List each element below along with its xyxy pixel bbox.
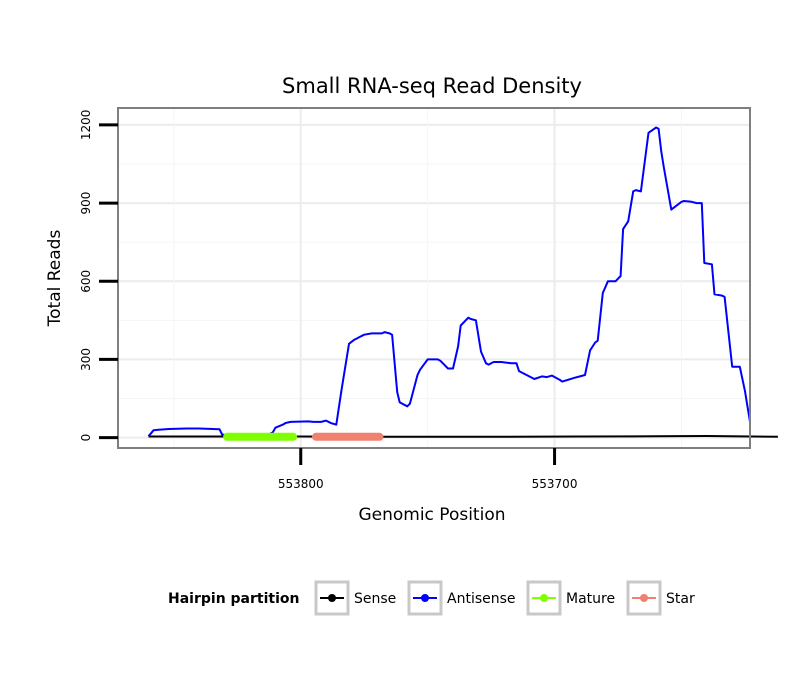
y-tick-label: 300 (79, 348, 93, 371)
legend-key-dot (421, 594, 429, 602)
y-tick-label: 0 (79, 434, 93, 442)
x-axis-label: Genomic Position (358, 505, 505, 525)
series-layer (147, 126, 778, 441)
y-tick-label: 600 (79, 270, 93, 293)
legend-label: Antisense (447, 591, 516, 607)
legend: Hairpin partition Sense Antisense Mature St… (168, 580, 695, 616)
x-axis: 553800 553700 (278, 448, 578, 491)
legend-item-antisense: Antisense (407, 580, 516, 616)
legend-item-star: Star (626, 580, 695, 616)
legend-key-dot (540, 594, 548, 602)
legend-label: Mature (566, 591, 615, 607)
legend-key-dot (328, 594, 336, 602)
legend-label: Sense (354, 591, 396, 607)
legend-label: Star (666, 591, 695, 607)
plot-panel (118, 108, 750, 448)
gridlines (118, 108, 750, 448)
series-line-antisense (147, 126, 751, 438)
legend-key-dot (640, 594, 648, 602)
legend-item-mature: Mature (526, 580, 615, 616)
y-axis: 0 300 600 900 1200 (79, 110, 118, 442)
y-axis-label: Total Reads (45, 230, 65, 328)
y-tick-label: 1200 (79, 110, 93, 141)
x-tick-label: 553700 (532, 477, 578, 491)
legend-title: Hairpin partition (168, 591, 299, 607)
chart-title: Small RNA-seq Read Density (282, 74, 582, 98)
legend-item-sense: Sense (314, 580, 396, 616)
plot-border (117, 107, 751, 449)
y-tick-label: 900 (79, 192, 93, 215)
x-tick-label: 553800 (278, 477, 324, 491)
